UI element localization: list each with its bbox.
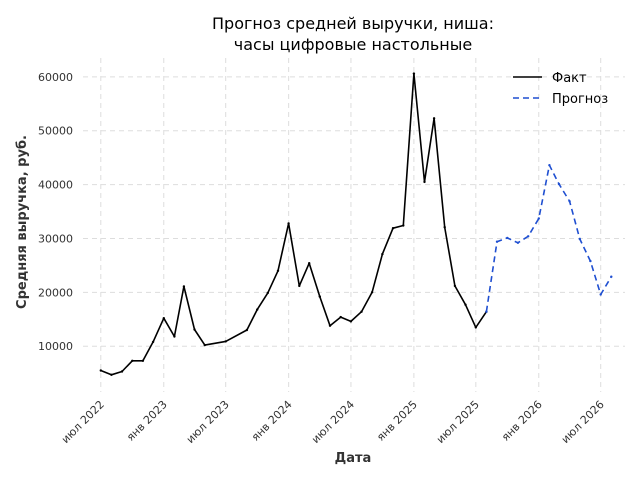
legend-label-fact: Факт	[552, 71, 587, 86]
fact-data-point	[412, 72, 416, 75]
fact-data-point	[110, 373, 113, 376]
fact-data-point	[349, 320, 353, 323]
fact-data-point	[287, 222, 290, 225]
grid	[83, 58, 625, 392]
y-tick-label: 30000	[38, 232, 73, 245]
forecast-data-point	[516, 241, 520, 244]
forecast-data-point	[548, 164, 551, 167]
fact-series-line	[100, 72, 488, 376]
x-tick-label: янв 2025	[374, 398, 420, 444]
fact-data-point	[203, 343, 206, 347]
fact-data-point	[162, 317, 165, 320]
x-axis-label: Дата	[335, 451, 372, 466]
fact-data-point	[370, 291, 374, 294]
x-tick-label: июл 2023	[184, 398, 232, 446]
fact-data-point	[328, 324, 332, 327]
fact-data-point	[464, 303, 467, 306]
fact-data-point	[182, 285, 186, 288]
fact-data-point	[266, 291, 269, 295]
fact-data-point	[141, 359, 145, 362]
fact-data-point	[432, 117, 436, 120]
x-tick-label: июл 2026	[559, 398, 607, 446]
y-tick-label: 10000	[38, 340, 73, 353]
fact-data-point	[391, 227, 395, 230]
forecast-series-line	[485, 164, 612, 312]
fact-data-point	[276, 269, 280, 272]
fact-data-point	[318, 295, 321, 298]
fact-data-point	[453, 284, 457, 288]
forecast-data-point	[610, 275, 613, 278]
y-tick-label: 40000	[38, 179, 73, 192]
x-axis-ticks: июл 2022 янв 2023 июл 2023 янв 2024 июл 2024…	[59, 398, 607, 446]
fact-data-point	[120, 370, 124, 373]
fact-data-point	[423, 180, 426, 184]
forecast-data-point	[506, 236, 509, 240]
x-tick-label: янв 2023	[124, 398, 170, 444]
legend-label-forecast: Прогноз	[552, 92, 608, 107]
x-tick-label: июл 2025	[434, 398, 482, 446]
y-tick-label: 20000	[38, 286, 73, 299]
fact-data-point	[443, 226, 446, 229]
fact-data-point	[99, 369, 103, 372]
fact-data-point	[131, 359, 134, 362]
fact-data-point	[339, 315, 342, 319]
fact-data-point	[193, 328, 196, 331]
x-tick-label: июл 2024	[309, 398, 357, 446]
x-tick-label: июл 2022	[59, 398, 107, 446]
forecast-data-point	[557, 182, 561, 186]
forecast-data-point	[537, 217, 540, 220]
x-tick-label: янв 2024	[249, 398, 295, 444]
fact-data-point	[224, 340, 227, 343]
series-lines	[99, 72, 613, 376]
y-axis-label: Средняя выручка, руб.	[15, 135, 30, 309]
chart-title-line-2: часы цифровые настольные	[234, 35, 472, 54]
forecast-data-point	[485, 310, 488, 313]
x-tick-label: янв 2026	[499, 398, 545, 444]
fact-data-point	[381, 252, 384, 256]
legend: Факт Прогноз	[513, 71, 608, 107]
y-axis-ticks: 10000 20000 30000 40000 50000 60000	[38, 71, 73, 353]
forecast-data-point	[495, 240, 499, 243]
fact-data-point	[360, 310, 363, 313]
forecast-data-point	[599, 293, 602, 296]
fact-data-point	[151, 340, 155, 344]
fact-data-point	[298, 284, 301, 288]
fact-data-point	[402, 224, 405, 227]
forecast-data-point	[527, 235, 530, 238]
y-tick-label: 50000	[38, 125, 73, 138]
chart-title-line-1: Прогноз средней выручки, ниша:	[212, 14, 494, 33]
fact-data-point	[474, 326, 477, 329]
fact-data-point	[256, 308, 259, 311]
forecast-data-point	[578, 237, 581, 241]
fact-data-point	[308, 262, 311, 265]
fact-data-point	[245, 328, 249, 332]
forecast-data-point	[589, 259, 592, 263]
forecast-data-point	[568, 200, 571, 203]
fact-data-point	[173, 335, 176, 338]
y-tick-label: 60000	[38, 71, 73, 84]
